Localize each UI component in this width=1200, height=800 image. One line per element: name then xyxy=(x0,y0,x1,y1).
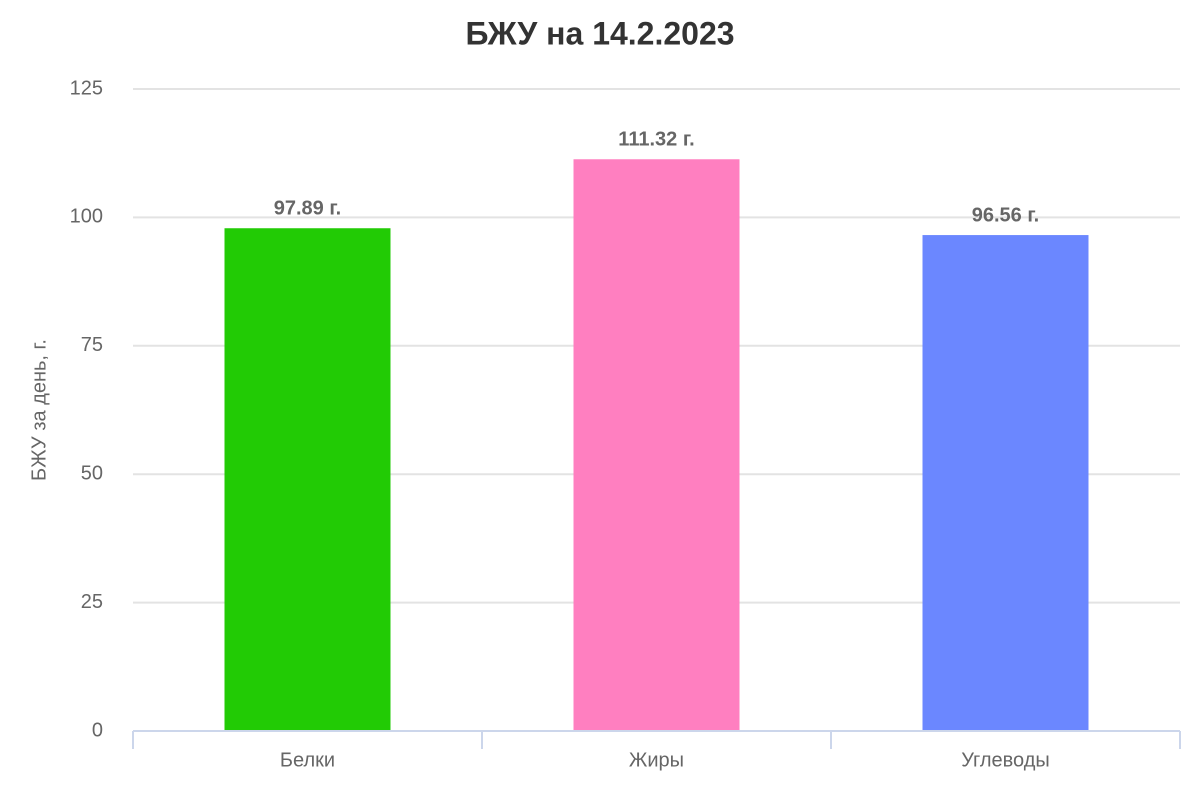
y-tick-label: 50 xyxy=(81,462,103,484)
y-axis-label: БЖУ за день, г. xyxy=(28,339,50,481)
x-tick-label: Углеводы xyxy=(961,749,1050,771)
bar xyxy=(573,159,740,731)
bar xyxy=(922,235,1089,731)
y-tick-label: 125 xyxy=(70,77,103,99)
data-label: 97.89 г. xyxy=(274,198,342,220)
data-label: 111.32 г. xyxy=(618,129,694,151)
y-tick-label: 0 xyxy=(92,719,103,741)
y-tick-label: 25 xyxy=(81,591,103,613)
y-tick-label: 100 xyxy=(70,206,103,228)
y-tick-label: 75 xyxy=(81,334,103,356)
chart-title: БЖУ на 14.2.2023 xyxy=(465,15,734,51)
bar xyxy=(224,228,391,732)
x-tick-label: Жиры xyxy=(629,749,684,771)
data-label: 96.56 г. xyxy=(972,204,1040,226)
x-tick-label: Белки xyxy=(280,749,335,771)
